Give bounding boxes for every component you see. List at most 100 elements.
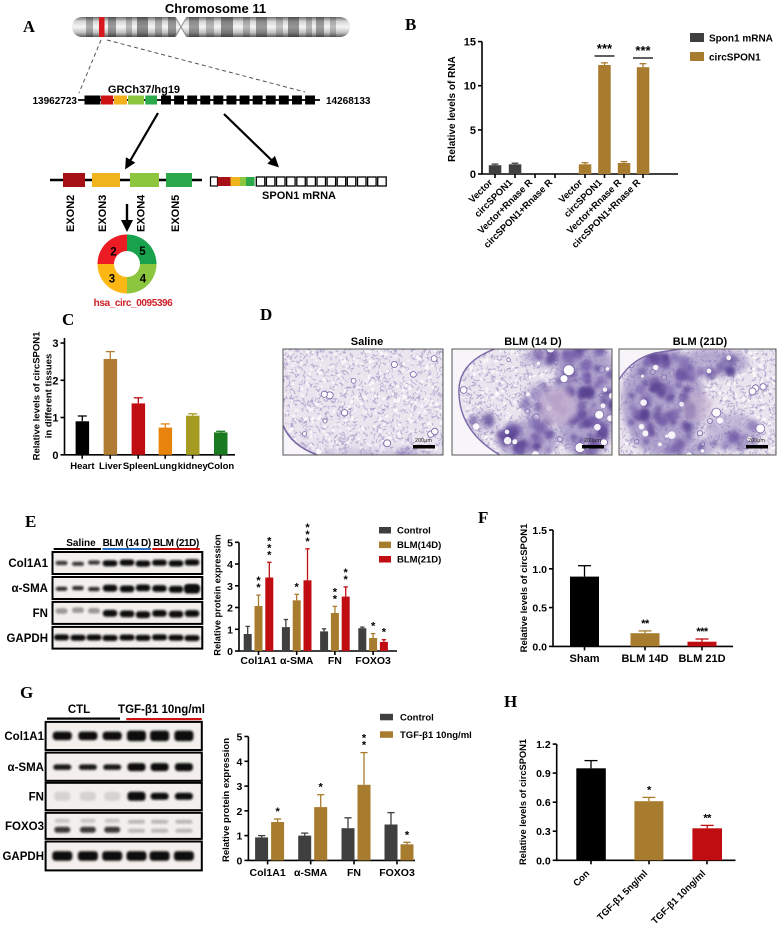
svg-text:Col1A1: Col1A1	[4, 731, 44, 743]
svg-text:4: 4	[237, 756, 243, 768]
svg-text:Sham: Sham	[570, 653, 600, 665]
svg-text:13962723: 13962723	[33, 96, 78, 107]
svg-text:5: 5	[470, 125, 476, 137]
svg-text:GAPDH: GAPDH	[6, 633, 48, 645]
svg-text:Saline: Saline	[351, 336, 383, 348]
svg-text:Col1A1: Col1A1	[240, 655, 276, 667]
svg-text:Con: Con	[571, 868, 592, 889]
svg-text:Relative levels of circSPON1: Relative levels of circSPON1	[32, 331, 43, 461]
svg-text:2: 2	[52, 375, 58, 387]
svg-text:Heart: Heart	[70, 461, 95, 472]
svg-text:Relative protein expression: Relative protein expression	[221, 738, 232, 862]
svg-text:Chromosome 11: Chromosome 11	[165, 1, 266, 16]
svg-text:0: 0	[52, 450, 58, 462]
svg-text:in different tissues: in different tissues	[44, 354, 55, 438]
svg-text:hsa_circ_0095396: hsa_circ_0095396	[94, 298, 174, 309]
svg-text:*: *	[267, 542, 272, 554]
svg-text:*: *	[305, 536, 310, 548]
svg-text:EXON5: EXON5	[170, 195, 182, 232]
svg-text:2: 2	[237, 806, 243, 818]
svg-text:FOXO3: FOXO3	[5, 821, 44, 833]
svg-text:*: *	[362, 740, 367, 752]
svg-text:*: *	[319, 782, 324, 794]
svg-text:*: *	[256, 575, 261, 587]
svg-text:kidney: kidney	[178, 461, 209, 472]
svg-text:*: *	[647, 784, 652, 796]
svg-text:Relative levels of circSPON1: Relative levels of circSPON1	[519, 523, 530, 653]
svg-text:4: 4	[227, 559, 233, 571]
svg-text:*: *	[333, 593, 338, 605]
svg-text:GAPDH: GAPDH	[2, 851, 44, 863]
svg-text:2: 2	[227, 603, 233, 615]
svg-text:FOXO3: FOXO3	[355, 655, 391, 667]
svg-text:0.0: 0.0	[532, 641, 547, 653]
svg-text:G: G	[20, 683, 33, 702]
svg-text:FN: FN	[29, 792, 44, 804]
svg-text:0.6: 0.6	[536, 797, 551, 809]
svg-text:*: *	[305, 529, 310, 541]
svg-text:BLM (21D): BLM (21D)	[673, 336, 728, 348]
svg-text:0.9: 0.9	[536, 768, 551, 780]
svg-text:5: 5	[139, 246, 146, 258]
svg-text:Relative levels of circSPON1: Relative levels of circSPON1	[518, 739, 528, 865]
svg-text:1: 1	[237, 831, 243, 843]
svg-text:2: 2	[110, 247, 116, 259]
svg-text:C: C	[62, 310, 74, 329]
svg-text:Lung: Lung	[154, 461, 177, 472]
svg-text:TGF-β1 5ng/ml: TGF-β1 5ng/ml	[595, 868, 650, 923]
svg-text:0.3: 0.3	[536, 826, 551, 838]
svg-text:GRCh37/hg19: GRCh37/hg19	[108, 84, 180, 96]
svg-text:*: *	[305, 522, 310, 534]
svg-text:circSPON1: circSPON1	[709, 53, 761, 64]
svg-text:200μm: 200μm	[748, 438, 765, 444]
svg-text:**: **	[703, 812, 712, 824]
svg-text:H: H	[504, 692, 517, 711]
svg-text:*: *	[267, 549, 272, 561]
svg-text:*: *	[405, 829, 410, 841]
svg-text:Control: Control	[397, 526, 431, 537]
svg-text:1.2: 1.2	[536, 739, 551, 751]
svg-text:SPON1 mRNA: SPON1 mRNA	[262, 190, 336, 202]
svg-text:*: *	[344, 567, 349, 579]
svg-text:FN: FN	[328, 655, 342, 667]
svg-text:Colon: Colon	[207, 461, 234, 472]
svg-text:EXON4: EXON4	[136, 194, 148, 232]
svg-text:*: *	[275, 806, 280, 818]
svg-text:BLM(14D): BLM(14D)	[397, 540, 441, 551]
svg-text:EXON3: EXON3	[97, 195, 109, 232]
svg-text:1: 1	[227, 624, 233, 636]
svg-text:3: 3	[109, 274, 115, 286]
svg-text:TGF-β1 10ng/ml: TGF-β1 10ng/ml	[400, 730, 472, 741]
svg-text:B: B	[405, 15, 416, 34]
svg-text:**: **	[641, 618, 650, 630]
svg-text:1.0: 1.0	[532, 564, 547, 576]
svg-text:*: *	[295, 581, 300, 593]
svg-text:*: *	[362, 733, 367, 745]
svg-text:*: *	[371, 621, 376, 633]
svg-text:0.5: 0.5	[532, 603, 547, 615]
svg-text:FOXO3: FOXO3	[379, 867, 415, 879]
svg-text:1.5: 1.5	[532, 525, 547, 537]
svg-text:15: 15	[464, 37, 476, 49]
svg-text:α-SMA: α-SMA	[8, 762, 44, 774]
svg-text:BLM (14 D): BLM (14 D)	[103, 538, 151, 549]
svg-text:Col1A1: Col1A1	[8, 558, 48, 570]
svg-text:Saline: Saline	[66, 538, 96, 549]
svg-text:BLM 21D: BLM 21D	[678, 653, 725, 665]
svg-text:F: F	[478, 508, 488, 527]
svg-text:BLM (14 D): BLM (14 D)	[504, 336, 562, 348]
svg-text:BLM (21D): BLM (21D)	[153, 538, 199, 549]
svg-text:EXON2: EXON2	[65, 195, 77, 232]
svg-text:α-SMA: α-SMA	[294, 867, 328, 879]
svg-text:D: D	[260, 305, 272, 324]
svg-text:14268133: 14268133	[326, 96, 371, 107]
svg-text:***: ***	[635, 43, 651, 58]
svg-text:*: *	[333, 586, 338, 598]
svg-text:0: 0	[237, 855, 243, 867]
svg-text:E: E	[25, 512, 36, 531]
svg-text:Spon1 mRNA: Spon1 mRNA	[709, 34, 773, 45]
svg-text:α-SMA: α-SMA	[280, 655, 314, 667]
svg-text:5: 5	[237, 732, 243, 744]
svg-text:*: *	[344, 574, 349, 586]
svg-text:Col1A1: Col1A1	[250, 867, 286, 879]
